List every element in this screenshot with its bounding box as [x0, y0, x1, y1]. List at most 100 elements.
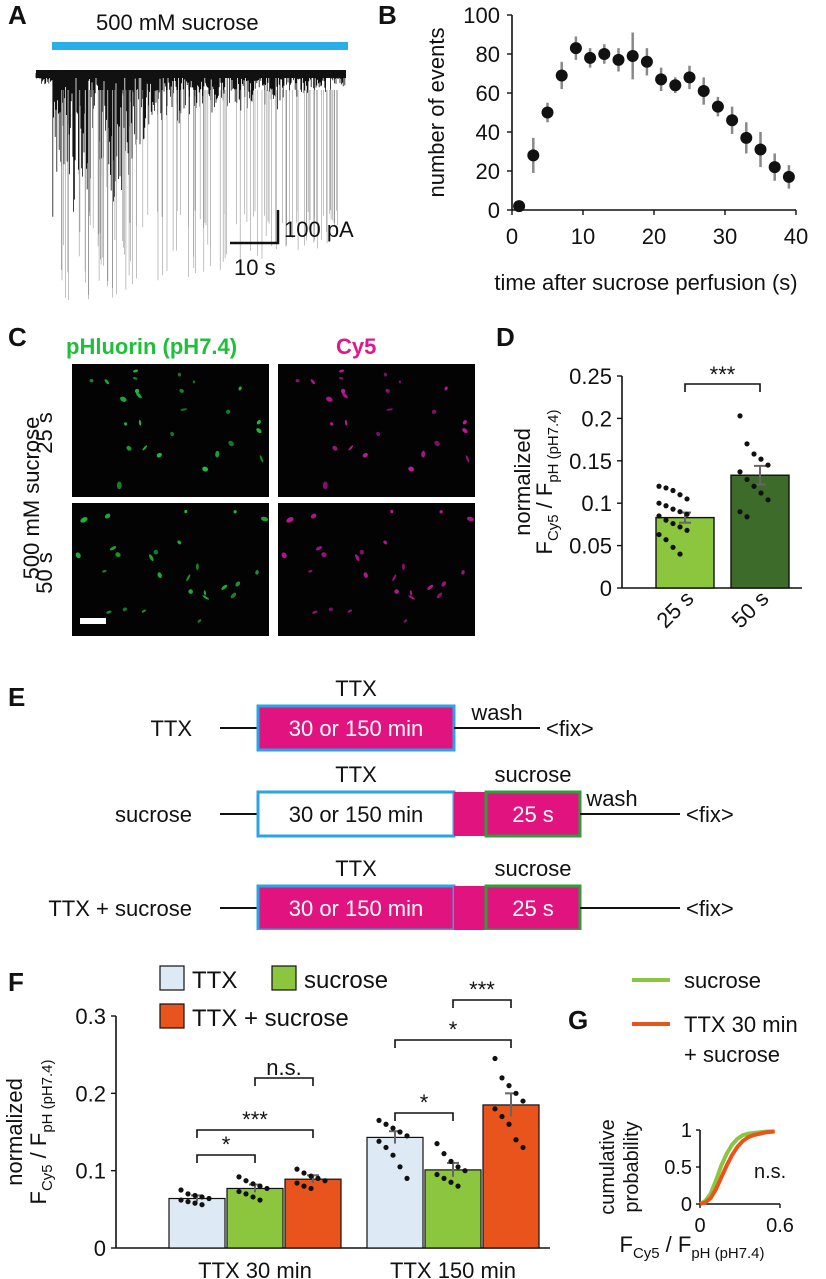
individual-point — [670, 487, 676, 494]
row-label: TTX + sucrose — [48, 896, 192, 921]
fluorescent-punctum — [408, 466, 415, 472]
ttx-block-text: 30 or 150 min — [289, 896, 424, 921]
scale-bar-time-label: 10 s — [234, 255, 276, 280]
fluorescent-punctum — [347, 609, 352, 613]
fluorescent-punctum — [225, 409, 231, 414]
individual-point — [663, 503, 669, 509]
y-tick-label: 40 — [476, 120, 500, 145]
fluorescent-punctum — [462, 428, 468, 434]
fluorescent-punctum — [156, 452, 162, 458]
data-point — [754, 143, 767, 156]
fluorescent-punctum — [363, 572, 368, 579]
bar — [168, 1197, 226, 1249]
fluorescent-punctum — [228, 440, 234, 447]
xlabel-title: FCy5 / FpH (pH7.4) — [620, 1232, 765, 1262]
individual-point — [192, 1192, 198, 1199]
fluorescent-punctum — [104, 513, 111, 519]
fix-label: <fix> — [546, 716, 594, 741]
fluorescent-punctum — [186, 574, 191, 582]
cumulative-probability-chart: sucrose TTX 30 min + sucrose 0 0.5 1 0 0.6 n.s. c… — [597, 968, 798, 1262]
individual-point — [744, 476, 750, 483]
sucrose-block — [484, 790, 582, 838]
row-label: sucrose — [115, 802, 192, 827]
individual-point — [455, 1164, 461, 1170]
individual-point — [663, 485, 669, 491]
individual-point — [199, 1202, 205, 1208]
individual-point — [737, 469, 743, 475]
individual-point — [383, 1121, 389, 1127]
individual-point — [677, 551, 683, 557]
y-tick-label: 0 — [681, 1194, 692, 1216]
significance-label: *** — [242, 1107, 268, 1132]
fluorescent-punctum — [376, 431, 381, 437]
individual-point — [397, 1164, 403, 1170]
individual-point — [315, 1175, 321, 1181]
ylabel2-title: FCy5 / FpH (pH7.4) — [26, 1060, 56, 1205]
row-label: TTX — [150, 716, 192, 741]
data-point — [555, 69, 568, 82]
individual-point — [684, 511, 690, 517]
fluorescent-punctum — [341, 392, 348, 399]
significance-bracket — [684, 383, 761, 392]
annotation: n.s. — [754, 1161, 786, 1183]
fluorescent-punctum — [177, 540, 182, 545]
fluorescent-punctum — [332, 445, 338, 451]
individual-point — [397, 1129, 403, 1135]
panel-label-e: E — [8, 682, 26, 712]
significance-bracket — [196, 1129, 314, 1138]
x-tick-label: 0 — [506, 224, 518, 249]
y-tick-label: 0.15 — [569, 449, 612, 474]
y-tick-label: 80 — [476, 42, 500, 67]
y-tick-label: 0 — [600, 576, 612, 601]
data-point — [612, 53, 625, 66]
fluorescent-punctum — [149, 554, 154, 562]
x-tick-label: 0 — [694, 1215, 705, 1237]
individual-point — [257, 1183, 263, 1189]
row-label-25s: 25 s — [31, 412, 57, 454]
y-tick-label: 20 — [476, 159, 500, 184]
individual-point — [684, 496, 690, 502]
individual-point — [656, 500, 662, 506]
fluorescent-punctum — [142, 445, 148, 451]
fluorescent-punctum — [295, 379, 300, 383]
x-axis-title: time after sucrose perfusion (s) — [494, 270, 797, 295]
y-tick-label: 100 — [463, 3, 500, 28]
fluorescent-punctum — [401, 563, 405, 571]
individual-point — [677, 524, 683, 530]
data-point — [640, 55, 653, 68]
fluorescent-punctum — [170, 431, 175, 437]
ttx-block-text: 30 or 150 min — [289, 802, 424, 827]
ttx-block-text: 30 or 150 min — [289, 716, 424, 741]
individual-point — [250, 1181, 256, 1187]
fluorescent-punctum — [197, 619, 202, 623]
fluorescent-punctum — [260, 516, 269, 522]
individual-point — [737, 413, 743, 419]
fluorescent-punctum — [431, 409, 437, 414]
fluorescent-punctum — [115, 552, 121, 558]
fluorescent-punctum — [109, 546, 117, 551]
fluorescent-punctum — [179, 388, 184, 393]
normalized-ratio-chart-d: 0 0.05 0.1 0.15 0.2 0.25 25 s 50 s *** normalized… — [510, 362, 802, 633]
significance-bracket — [394, 1112, 454, 1121]
wash-label: wash — [470, 700, 522, 725]
individual-point — [178, 1187, 184, 1193]
individual-point — [670, 544, 676, 550]
fluorescent-punctum — [312, 610, 318, 614]
individual-point — [677, 509, 683, 515]
fluorescent-punctum — [235, 581, 241, 587]
individual-point — [758, 456, 764, 462]
x-tick-label: 50 s — [726, 586, 773, 633]
fluorescent-punctum — [195, 563, 199, 571]
fluorescent-punctum — [394, 589, 399, 594]
fluorescent-punctum — [339, 369, 345, 373]
data-point — [569, 42, 582, 55]
fluorescent-punctum — [116, 481, 122, 490]
panel-label-c: C — [8, 322, 27, 352]
significance-bracket — [196, 1154, 256, 1163]
individual-point — [390, 1125, 396, 1131]
individual-point — [506, 1083, 512, 1089]
individual-point — [199, 1194, 205, 1200]
sucrose-label: sucrose — [494, 762, 571, 787]
x-tick-label: 40 — [784, 224, 808, 249]
fluorescent-punctum — [238, 386, 242, 391]
